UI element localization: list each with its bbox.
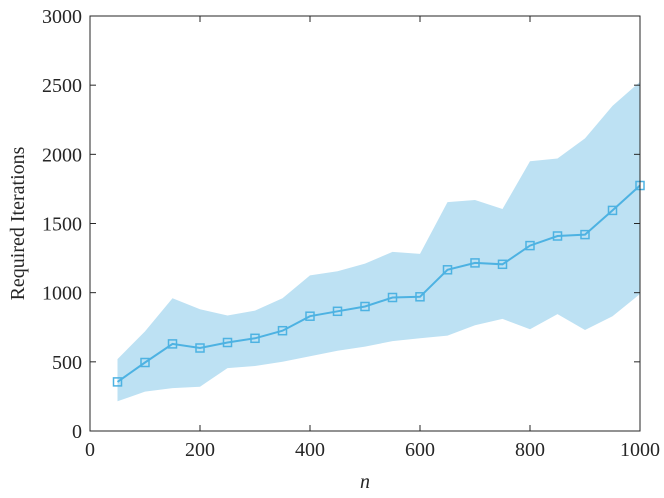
y-tick-label: 500	[52, 352, 82, 374]
data-point-marker	[195, 343, 205, 353]
data-point-marker	[222, 337, 233, 348]
data-point-marker	[442, 265, 453, 275]
data-point-marker	[112, 377, 123, 387]
series-group	[112, 180, 645, 387]
data-point-marker	[332, 306, 343, 317]
plot-area: 0 200 400 600 800 1000 0 500 1000 1500 2000 2500 30…	[42, 6, 660, 461]
y-tick-label: 3000	[42, 6, 82, 28]
data-point-marker	[277, 325, 288, 336]
y-tick-label: 1000	[42, 283, 82, 305]
iteration-range-band	[117, 81, 640, 402]
data-point-marker	[387, 292, 398, 303]
x-axis-ticks: 0 200 400 600 800 1000	[85, 16, 660, 461]
x-tick-label: 1000	[620, 439, 660, 461]
data-point-marker	[525, 240, 535, 251]
x-tick-label: 400	[295, 439, 325, 461]
x-tick-label: 200	[185, 439, 215, 461]
y-tick-label: 2500	[42, 75, 82, 97]
data-point-marker	[360, 301, 370, 312]
data-point-marker	[552, 231, 563, 241]
x-tick-label: 0	[85, 439, 95, 461]
data-point-marker	[607, 205, 618, 216]
data-point-marker	[470, 258, 480, 268]
data-point-marker	[140, 357, 150, 368]
y-tick-label: 0	[72, 421, 82, 443]
data-point-marker	[415, 292, 425, 302]
x-tick-label: 800	[515, 439, 545, 461]
x-tick-label: 600	[405, 439, 435, 461]
data-point-marker	[250, 333, 260, 344]
data-point-marker	[167, 339, 178, 349]
y-axis-label: Required Iterations	[7, 146, 29, 300]
data-point-marker	[580, 229, 590, 240]
y-axis-ticks: 0 500 1000 1500 2000 2500 3000	[42, 6, 640, 443]
data-point-marker	[497, 259, 508, 270]
y-tick-label: 1500	[42, 214, 82, 236]
y-tick-label: 2000	[42, 144, 82, 166]
x-axis-label: n	[360, 471, 370, 493]
data-point-marker	[305, 311, 315, 321]
